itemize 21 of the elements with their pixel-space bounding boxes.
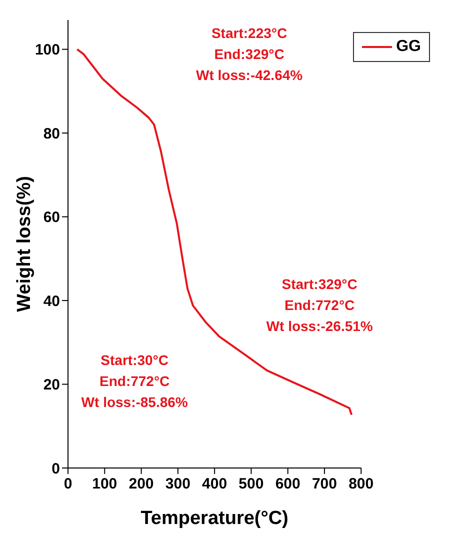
x-tick-label: 700 <box>312 476 337 493</box>
annotation: Start:223°C End:329°C Wt loss:-42.64% <box>196 24 304 83</box>
y-tick-label: 0 <box>52 460 60 478</box>
y-axis-title: Weight loss(%) <box>14 176 35 312</box>
x-tick-label: 200 <box>128 476 154 493</box>
x-tick-label: 800 <box>348 476 374 493</box>
x-tick-label: 100 <box>92 476 118 493</box>
x-tick-label: 400 <box>202 476 228 493</box>
y-tick-label: 40 <box>43 292 60 310</box>
x-tick-label: 300 <box>165 476 190 493</box>
legend-label: GG <box>396 38 421 56</box>
y-tick-label: 60 <box>43 209 60 226</box>
annotation: Start:329°C End:772°C Wt loss:-26.51% <box>266 276 374 334</box>
y-tick-label: 80 <box>43 125 60 142</box>
y-tick-label: 100 <box>34 42 60 59</box>
y-tick-label: 20 <box>43 376 60 394</box>
x-tick-label: 600 <box>275 476 300 493</box>
x-axis-title: Temperature(°C) <box>140 508 288 529</box>
x-tick-label: 500 <box>238 476 264 493</box>
x-tick-label: 0 <box>64 476 72 493</box>
annotation: Start:30°C End:772°C Wt loss:-85.86% <box>81 352 188 410</box>
